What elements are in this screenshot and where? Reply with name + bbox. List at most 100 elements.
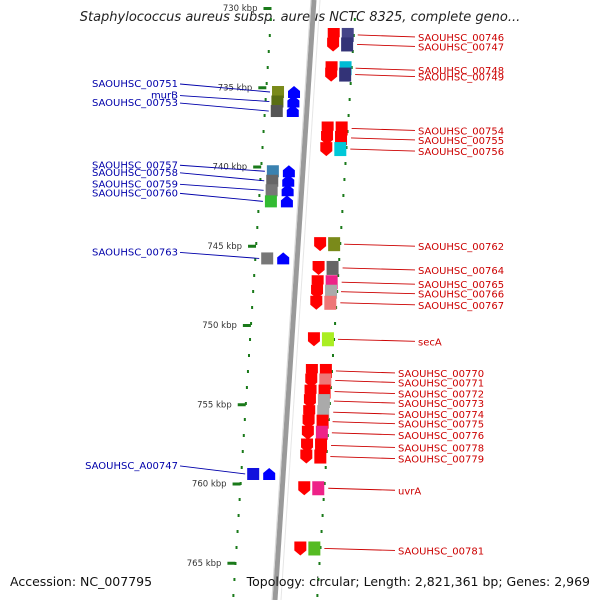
forward-gene-arrow[interactable] [321, 130, 334, 145]
forward-gene-arrow[interactable] [302, 414, 315, 429]
forward-gene-leader [350, 148, 416, 152]
reverse-gene-label[interactable]: SAOUHSC_00753 [92, 98, 178, 109]
reverse-gene-cog-box[interactable] [271, 95, 284, 108]
left-guide-dot [232, 594, 235, 597]
reverse-gene-arrow[interactable] [288, 86, 301, 99]
forward-gene-label[interactable]: SAOUHSC_00781 [398, 546, 484, 557]
forward-gene-label[interactable]: SAOUHSC_00747 [418, 42, 504, 53]
reverse-gene-cog-box[interactable] [270, 105, 283, 118]
reverse-gene-label[interactable]: SAOUHSC_00759 [92, 179, 178, 190]
forward-gene-arrow[interactable] [325, 67, 338, 82]
forward-gene-arrow[interactable] [300, 449, 313, 464]
forward-gene-cog-box[interactable] [328, 237, 341, 252]
forward-gene-arrow[interactable] [310, 295, 323, 310]
forward-gene-arrow[interactable] [303, 394, 316, 409]
forward-gene-arrow[interactable] [311, 284, 324, 299]
forward-gene-label[interactable]: SAOUHSC_00748 [418, 66, 504, 77]
reverse-gene-arrow[interactable] [282, 165, 295, 178]
reverse-gene-cog-box[interactable] [266, 174, 279, 187]
forward-gene-cog-box[interactable] [314, 449, 327, 464]
forward-gene-label[interactable]: SAOUHSC_00776 [398, 431, 484, 442]
forward-gene-label[interactable]: SAOUHSC_00749 [418, 73, 504, 84]
forward-gene-label[interactable]: SAOUHSC_00756 [418, 147, 504, 158]
forward-gene-label[interactable]: SAOUHSC_00775 [398, 420, 484, 431]
reverse-gene-arrow[interactable] [282, 174, 295, 187]
forward-gene-cog-box[interactable] [308, 541, 321, 556]
forward-gene-cog-box[interactable] [316, 414, 329, 429]
genome-summary: Topology: circular; Length: 2,821,361 bp… [246, 574, 590, 589]
left-guide-dot [249, 338, 252, 341]
forward-gene-cog-box[interactable] [334, 142, 347, 157]
forward-gene-label[interactable]: SAOUHSC_00779 [398, 455, 484, 466]
reverse-gene-cog-box[interactable] [265, 184, 278, 197]
forward-gene-label[interactable]: SAOUHSC_00765 [418, 280, 504, 291]
forward-gene-arrow[interactable] [305, 373, 318, 388]
forward-gene-label[interactable]: SAOUHSC_00774 [398, 410, 484, 421]
left-guide-dot [257, 210, 260, 213]
forward-gene-arrow[interactable] [312, 260, 325, 275]
forward-gene-cog-box[interactable] [315, 438, 328, 453]
forward-gene-cog-box[interactable] [339, 67, 352, 82]
forward-gene-arrow[interactable] [320, 142, 333, 157]
reverse-gene-arrow[interactable] [263, 467, 276, 480]
left-guide-dot [269, 18, 272, 21]
forward-gene-cog-box[interactable] [324, 295, 337, 310]
forward-gene-label[interactable]: SAOUHSC_00772 [398, 390, 484, 401]
reverse-gene-label[interactable]: SAOUHSC_00763 [92, 247, 178, 258]
scale-tick-mark [253, 165, 262, 169]
reverse-gene-label[interactable]: murB [151, 91, 178, 102]
reverse-gene-label[interactable]: SAOUHSC_00758 [92, 168, 178, 179]
reverse-gene-cog-box[interactable] [261, 252, 274, 265]
forward-gene-cog-box[interactable] [319, 373, 332, 388]
right-guide-dot [342, 194, 345, 197]
reverse-gene-cog-box[interactable] [264, 195, 277, 208]
forward-gene-arrow[interactable] [327, 37, 340, 52]
forward-gene-label[interactable]: SAOUHSC_00771 [398, 378, 484, 389]
reverse-gene-label[interactable]: SAOUHSC_00760 [92, 188, 178, 199]
forward-gene-label[interactable]: SAOUHSC_00762 [418, 242, 504, 253]
gene-features[interactable] [247, 27, 354, 556]
reverse-gene-label[interactable]: SAOUHSC_00751 [92, 79, 178, 90]
reverse-gene-arrow[interactable] [280, 195, 293, 208]
right-guide-dot [316, 594, 319, 597]
reverse-gene-arrow[interactable] [287, 95, 300, 108]
forward-gene-cog-box[interactable] [335, 130, 348, 145]
left-guide-dot [264, 98, 267, 101]
reverse-gene-arrow[interactable] [277, 252, 290, 265]
forward-gene-cog-box[interactable] [315, 425, 328, 440]
forward-gene-arrow[interactable] [307, 332, 320, 347]
forward-gene-label[interactable]: SAOUHSC_00755 [418, 136, 504, 147]
left-guide-dot [252, 290, 255, 293]
forward-gene-cog-box[interactable] [325, 284, 338, 299]
forward-gene-arrow[interactable] [294, 541, 307, 556]
forward-gene-label[interactable]: SAOUHSC_00754 [418, 126, 504, 137]
forward-gene-label[interactable]: SAOUHSC_00746 [418, 33, 504, 44]
forward-gene-cog-box[interactable] [341, 37, 354, 52]
forward-gene-arrow[interactable] [301, 425, 314, 440]
reverse-gene-cog-box[interactable] [272, 86, 285, 99]
reverse-gene-cog-box[interactable] [247, 467, 260, 480]
reverse-gene-cog-box[interactable] [266, 165, 279, 178]
forward-gene-cog-box[interactable] [312, 481, 325, 496]
forward-gene-label[interactable]: SAOUHSC_00773 [398, 399, 484, 410]
forward-gene-label[interactable]: SAOUHSC_00770 [398, 369, 484, 380]
forward-gene-arrow[interactable] [301, 438, 314, 453]
forward-gene-arrow[interactable] [314, 237, 327, 252]
forward-gene-cog-box[interactable] [317, 394, 330, 409]
reverse-gene-label[interactable]: SAOUHSC_00757 [92, 160, 178, 171]
forward-gene-leader [333, 400, 396, 404]
forward-gene-label[interactable]: SAOUHSC_00778 [398, 443, 484, 454]
forward-gene-arrow[interactable] [298, 481, 311, 496]
forward-gene-cog-box[interactable] [321, 332, 334, 347]
forward-gene-label[interactable]: uvrA [398, 486, 421, 497]
reverse-gene-arrow[interactable] [286, 105, 299, 118]
forward-gene-label[interactable]: SAOUHSC_00766 [418, 290, 504, 301]
forward-gene-label[interactable]: SAOUHSC_00767 [418, 301, 504, 312]
reverse-gene-arrow[interactable] [281, 184, 294, 197]
reverse-gene-label[interactable]: SAOUHSC_A00747 [85, 461, 178, 472]
forward-gene-label[interactable]: SAOUHSC_00764 [418, 266, 504, 277]
forward-gene-cog-box[interactable] [326, 260, 339, 275]
forward-gene-label[interactable]: secA [418, 337, 442, 348]
